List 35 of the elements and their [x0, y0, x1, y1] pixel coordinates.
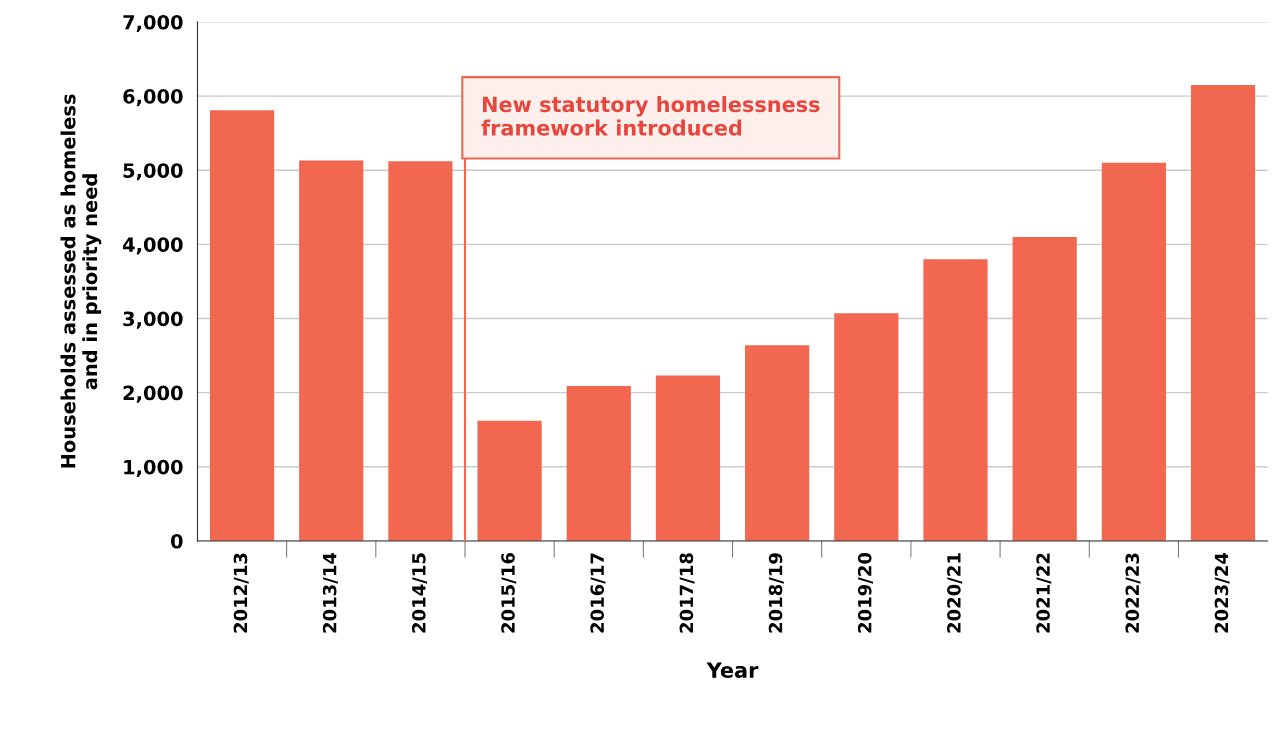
y-tick-label: 2,000 [123, 385, 183, 403]
y-tick-label: 6,000 [123, 89, 183, 107]
x-tick-label: 2013/14 [322, 552, 338, 633]
x-axis-title: Year [706, 662, 759, 678]
y-tick-label: 1,000 [124, 459, 183, 477]
x-tick-label: 2017/18 [679, 553, 695, 633]
x-tick-label: 2020/21 [947, 553, 963, 633]
bar [655, 375, 721, 541]
x-tick-label: 2019/20 [857, 552, 873, 633]
x-tick-label: 2022/23 [1125, 553, 1141, 633]
x-tick-label: 2014/15 [412, 553, 428, 633]
y-tick-label: 5,000 [123, 163, 183, 181]
bar [834, 313, 899, 541]
bar [299, 160, 364, 541]
y-axis-title: Households assessed as homeless and in priority need [60, 94, 102, 468]
x-tick-label: 2012/13 [233, 553, 249, 633]
y-tick-label: 0 [170, 533, 183, 549]
bar [566, 385, 631, 541]
x-tick-label: 2021/22 [1036, 553, 1052, 633]
x-tick-label: 2023/24 [1214, 552, 1230, 633]
y-tick-label: 3,000 [123, 311, 183, 329]
y-tick-label: 4,000 [122, 237, 183, 255]
bar [1101, 162, 1166, 541]
bar [388, 161, 453, 541]
bar [745, 345, 810, 541]
bar [1012, 236, 1077, 541]
y-tick-label: 7,000 [123, 14, 183, 33]
bar [477, 420, 542, 541]
bar [1190, 84, 1256, 541]
x-tick-label: 2015/16 [501, 553, 517, 633]
ref-line-label: New statutory homelessness framework introduced [481, 96, 820, 136]
bar [209, 110, 275, 541]
x-tick-label: 2016/17 [590, 553, 606, 633]
x-tick-label: 2018/19 [768, 553, 784, 633]
bar [923, 259, 988, 541]
